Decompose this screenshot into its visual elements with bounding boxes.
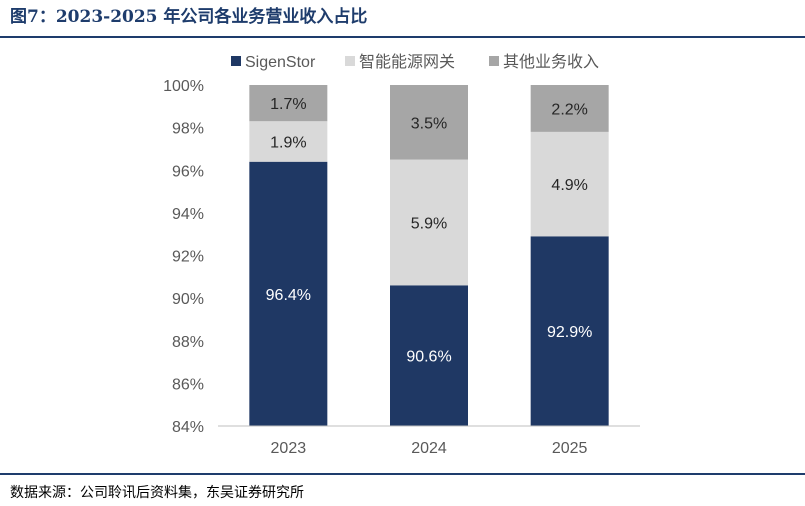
data-label: 4.9% [551, 177, 587, 194]
y-tick-label: 88% [172, 334, 204, 351]
source-note: 数据来源：公司聆讯后资料集，东吴证券研究所 [10, 485, 304, 501]
title-rule [0, 36, 805, 38]
bar-segment [390, 285, 468, 426]
y-tick-label: 100% [163, 78, 204, 95]
bar-segment [530, 131, 609, 237]
legend-swatch [231, 56, 241, 66]
data-label: 3.5% [411, 115, 447, 132]
bar-segment [249, 121, 328, 162]
bar-segment [390, 159, 468, 286]
data-label: 2.2% [551, 101, 587, 118]
x-tick-label: 2024 [411, 440, 447, 457]
y-tick-label: 90% [172, 291, 204, 308]
source-rule [0, 473, 805, 475]
y-tick-label: 98% [172, 121, 204, 138]
legend-label: SigenStor [245, 54, 316, 71]
y-tick-label: 86% [172, 376, 204, 393]
data-label: 1.9% [270, 134, 306, 151]
data-label: 5.9% [411, 215, 447, 232]
x-tick-label: 2023 [271, 440, 307, 457]
x-tick-label: 2025 [552, 440, 588, 457]
data-label: 90.6% [406, 349, 451, 366]
y-tick-label: 84% [172, 419, 204, 436]
bar-segment [530, 236, 609, 426]
bar-segment [530, 85, 609, 132]
bar-segment [249, 161, 328, 426]
y-tick-label: 94% [172, 206, 204, 223]
figure-title: 图7：2023-2025 年公司各业务营业收入占比 [10, 7, 368, 27]
data-label: 92.9% [547, 324, 592, 341]
stacked-bar-chart: 84% 86% 88% 90% 92% 94% 96% 98% 100% 96.4% 1.9% 1.7… [163, 53, 640, 457]
y-tick-label: 92% [172, 249, 204, 266]
legend-swatch [489, 56, 499, 66]
legend-label: 智能能源网关 [359, 53, 455, 71]
legend-label: 其他业务收入 [503, 53, 599, 71]
data-label: 96.4% [266, 287, 311, 304]
y-tick-label: 96% [172, 163, 204, 180]
bar-segment [249, 85, 328, 122]
data-label: 1.7% [270, 96, 306, 113]
legend-swatch [345, 56, 355, 66]
bar-segment [390, 85, 468, 160]
